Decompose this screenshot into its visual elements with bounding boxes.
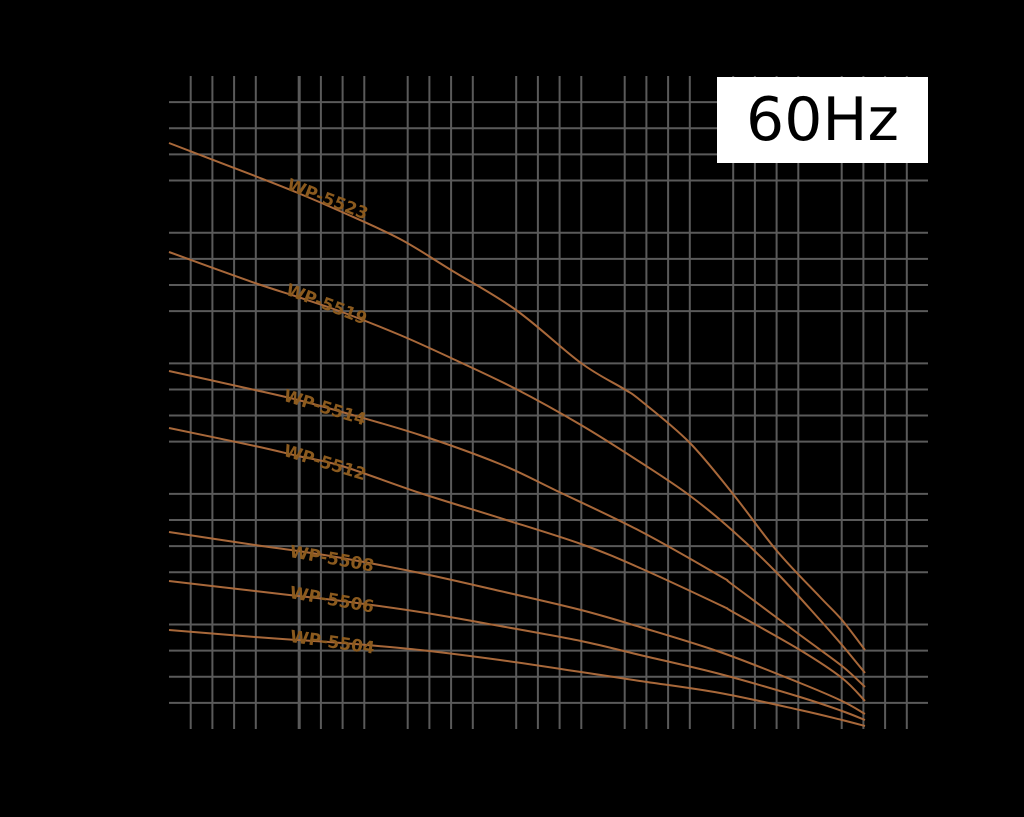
grid-lines [169,76,928,729]
curve-wp-5504 [168,629,866,727]
frequency-label: 60Hz [746,85,899,155]
curve-wp-5508 [168,531,866,715]
curve-wp-5523 [168,142,866,651]
curve-wp-5519 [168,251,866,674]
performance-curves [168,142,866,727]
curve-wp-5514 [168,370,866,688]
curve-wp-5512 [168,427,866,702]
curve-wp-5506 [168,580,866,721]
frequency-badge: 60Hz [717,77,928,163]
